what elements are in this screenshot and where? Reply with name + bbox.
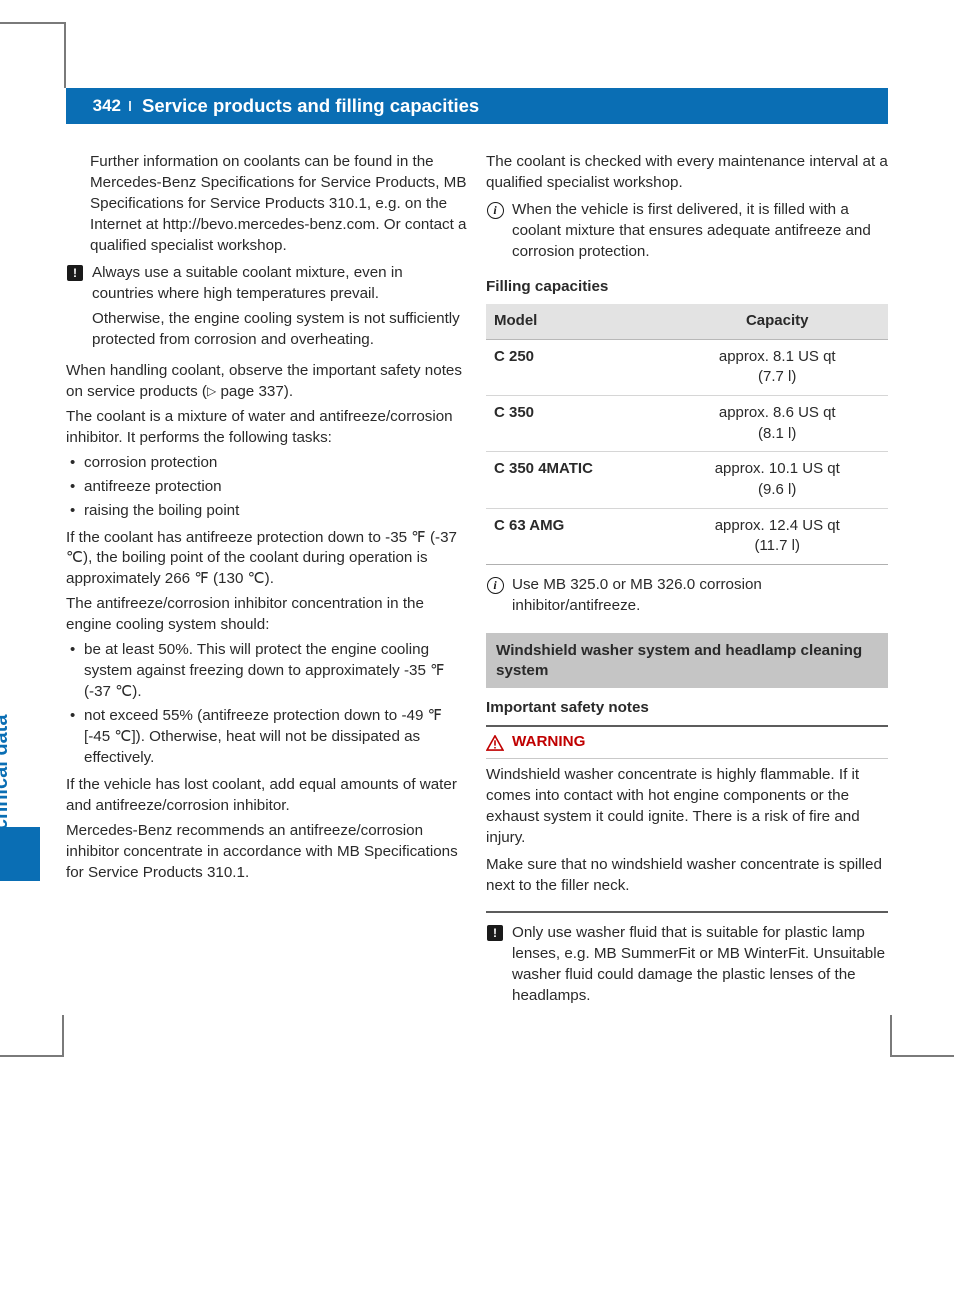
list-item: raising the boiling point [66,501,468,522]
warning-heading: WARNING [486,725,888,759]
cap-value: approx. 12.4 US qt [715,517,840,534]
info-icon: i [486,575,504,621]
warning-text: Windshield washer concentrate is highly … [486,765,888,849]
table-header: Model [486,304,666,339]
section-heading: Important safety notes [486,698,888,719]
table-row: C 63 AMG approx. 12.4 US qt (11.7 l) [486,508,888,564]
warning-triangle-icon [486,735,504,751]
list-item: not exceed 55% (antifreeze protection do… [66,706,468,769]
callout-text: Use MB 325.0 or MB 326.0 corrosion inhib… [512,575,888,617]
callout-text: Only use washer fluid that is suitable f… [512,923,888,1007]
info-callout: i When the vehicle is first delivered, i… [486,200,888,267]
warning-label: WARNING [512,732,585,753]
body-text: If the vehicle has lost coolant, add equ… [66,775,468,817]
crossref-icon: ▷ [207,383,216,400]
task-list: corrosion protection antifreeze protecti… [66,453,468,522]
crop-mark-top [0,22,64,24]
cap-value: approx. 8.1 US qt [719,348,836,365]
cap-value: approx. 10.1 US qt [715,460,840,477]
page-title: Service products and filling capacities [130,95,479,117]
body-text: Further information on coolants can be f… [90,152,468,257]
info-callout: i Use MB 325.0 or MB 326.0 corrosion inh… [486,575,888,621]
side-tab: Technical data [0,652,48,852]
crop-mark-br [890,1055,954,1057]
left-column: Further information on coolants can be f… [66,152,468,1017]
side-tab-label: Technical data [0,672,14,852]
cap-sub: (9.6 l) [674,480,880,501]
body-text: Mercedes-Benz recommends an antifreeze/c… [66,821,468,884]
body-text: The coolant is a mixture of water and an… [66,407,468,449]
page-header: 342 Service products and filling capacit… [66,88,888,124]
table-cell: C 350 [486,395,666,451]
info-icon: i [486,200,504,267]
body-text: The coolant is checked with every mainte… [486,152,888,194]
manual-page: 342 Service products and filling capacit… [0,0,954,1077]
cap-value: approx. 8.6 US qt [719,404,836,421]
important-callout: ! Always use a suitable coolant mixture,… [66,263,468,355]
body-text: When handling coolant, observe the impor… [66,361,468,403]
exclamation-icon: ! [66,263,84,355]
callout-text: Always use a suitable coolant mixture, e… [92,263,468,305]
crop-mark-top-v [64,22,66,88]
warning-body: Windshield washer concentrate is highly … [486,765,888,913]
right-column: The coolant is checked with every mainte… [486,152,888,1017]
section-band: Windshield washer system and headlamp cl… [486,633,888,689]
cap-sub: (8.1 l) [674,424,880,445]
table-row: C 250 approx. 8.1 US qt (7.7 l) [486,339,888,395]
table-cell: C 63 AMG [486,508,666,564]
cap-sub: (7.7 l) [674,367,880,388]
table-cell: approx. 10.1 US qt (9.6 l) [666,452,888,508]
filling-capacities-table: Model Capacity C 250 approx. 8.1 US qt (7… [486,304,888,565]
table-header: Capacity [666,304,888,339]
callout-text: Otherwise, the engine cooling system is … [92,309,468,351]
page-number: 342 [66,96,130,116]
important-callout: ! Only use washer fluid that is suitable… [486,923,888,1011]
cap-sub: (11.7 l) [674,536,880,557]
exclamation-icon: ! [486,923,504,1011]
body-text: If the coolant has antifreeze protection… [66,528,468,591]
content-columns: Technical data Further information on co… [66,152,888,1017]
callout-text: When the vehicle is first delivered, it … [512,200,888,263]
list-item: be at least 50%. This will protect the e… [66,640,468,703]
table-cell: C 250 [486,339,666,395]
crop-mark-bl [0,1055,64,1057]
body-text: The antifreeze/corrosion inhibitor conce… [66,594,468,636]
table-cell: approx. 8.1 US qt (7.7 l) [666,339,888,395]
table-row: C 350 approx. 8.6 US qt (8.1 l) [486,395,888,451]
concentration-list: be at least 50%. This will protect the e… [66,640,468,769]
section-heading: Filling capacities [486,277,888,298]
list-item: corrosion protection [66,453,468,474]
table-row: C 350 4MATIC approx. 10.1 US qt (9.6 l) [486,452,888,508]
side-tab-block [0,827,40,881]
warning-text: Make sure that no windshield washer conc… [486,855,888,897]
body-text: ). [284,383,293,400]
list-item: antifreeze protection [66,477,468,498]
crossref-text: page 337 [220,383,283,400]
table-cell: approx. 12.4 US qt (11.7 l) [666,508,888,564]
table-cell: approx. 8.6 US qt (8.1 l) [666,395,888,451]
table-cell: C 350 4MATIC [486,452,666,508]
